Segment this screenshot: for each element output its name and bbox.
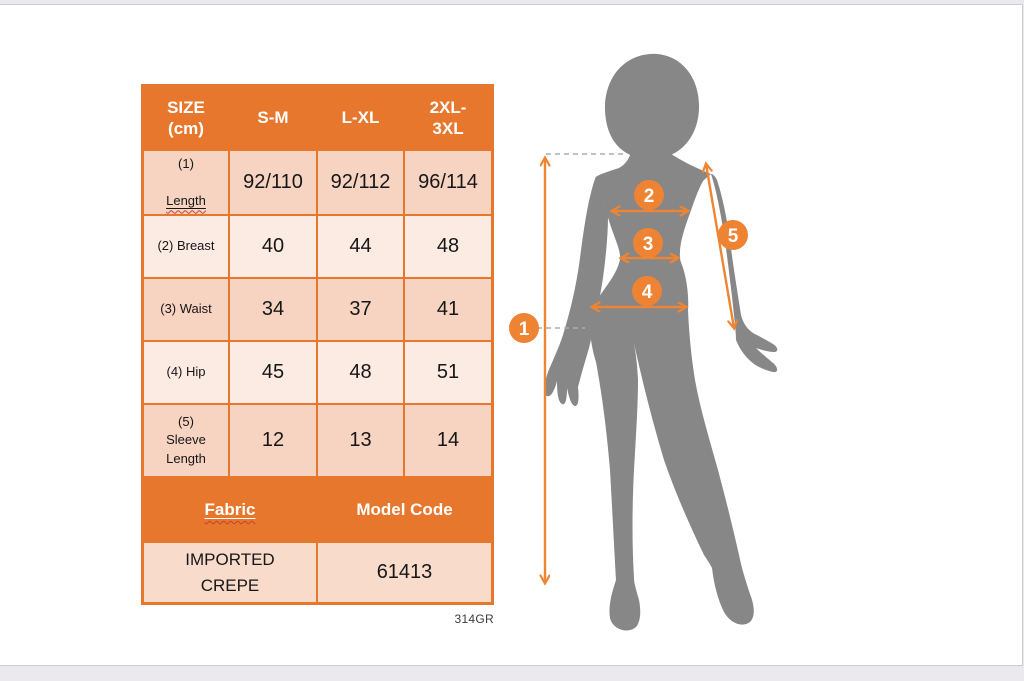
row-label-breast: (2) Breast [144, 216, 228, 277]
marker-4-badge: 4 [632, 276, 662, 306]
marker-5-badge: 5 [718, 220, 748, 250]
size-table: SIZE (cm) S-M L-XL 2XL- 3XL (1) Length 9… [141, 84, 494, 605]
cell-length-2xl3xl: 96/114 [405, 151, 491, 214]
product-code-note: 314GR [454, 612, 494, 626]
cell-breast-2xl3xl: 48 [405, 216, 491, 277]
measurement-arrow-5-sleeve [706, 164, 734, 328]
measurement-diagram: 1 2 3 4 5 [509, 53, 778, 631]
row-label-sleeve-length: (5) Sleeve Length [144, 405, 228, 476]
cell-hip-2xl3xl: 51 [405, 342, 491, 403]
cell-sleeve-sm: 12 [230, 405, 316, 476]
cell-breast-sm: 40 [230, 216, 316, 277]
size-table-header-lxl: L-XL [318, 87, 403, 149]
silhouette-left-arm [544, 176, 608, 406]
cell-waist-lxl: 37 [318, 279, 403, 340]
woman-silhouette [544, 53, 778, 631]
cell-length-sm: 92/110 [230, 151, 316, 214]
model-code-header: Model Code [318, 478, 491, 541]
size-table-header-sm: S-M [230, 87, 316, 149]
silhouette-right-arm [711, 174, 778, 373]
cell-hip-lxl: 48 [318, 342, 403, 403]
marker-1-number: 1 [519, 319, 530, 340]
row-label-waist: (3) Waist [144, 279, 228, 340]
marker-2-number: 2 [644, 186, 655, 207]
marker-3-badge: 3 [633, 228, 663, 258]
marker-5-number: 5 [728, 226, 739, 247]
marker-2-badge: 2 [634, 180, 664, 210]
fabric-header: Fabric [144, 478, 316, 541]
marker-3-circle [633, 228, 663, 258]
marker-3-number: 3 [643, 234, 654, 255]
silhouette-hair [604, 53, 700, 160]
row-label-hip: (4) Hip [144, 342, 228, 403]
size-table-header-size: SIZE (cm) [144, 87, 228, 149]
cell-sleeve-lxl: 13 [318, 405, 403, 476]
marker-4-number: 4 [642, 282, 653, 303]
marker-1-circle [509, 313, 539, 343]
model-code-value: 61413 [318, 543, 491, 602]
cell-waist-2xl3xl: 41 [405, 279, 491, 340]
cell-hip-sm: 45 [230, 342, 316, 403]
cell-breast-lxl: 44 [318, 216, 403, 277]
marker-5-circle [718, 220, 748, 250]
row-label-length: (1) Length [144, 151, 228, 214]
size-table-header-2xl3xl: 2XL- 3XL [405, 87, 491, 149]
cell-sleeve-2xl3xl: 14 [405, 405, 491, 476]
fabric-value: IMPORTED CREPE [144, 543, 316, 602]
marker-4-circle [632, 276, 662, 306]
silhouette-torso-legs [590, 139, 754, 631]
marker-1-badge: 1 [509, 313, 539, 343]
cell-waist-sm: 34 [230, 279, 316, 340]
marker-2-circle [634, 180, 664, 210]
cell-length-lxl: 92/112 [318, 151, 403, 214]
